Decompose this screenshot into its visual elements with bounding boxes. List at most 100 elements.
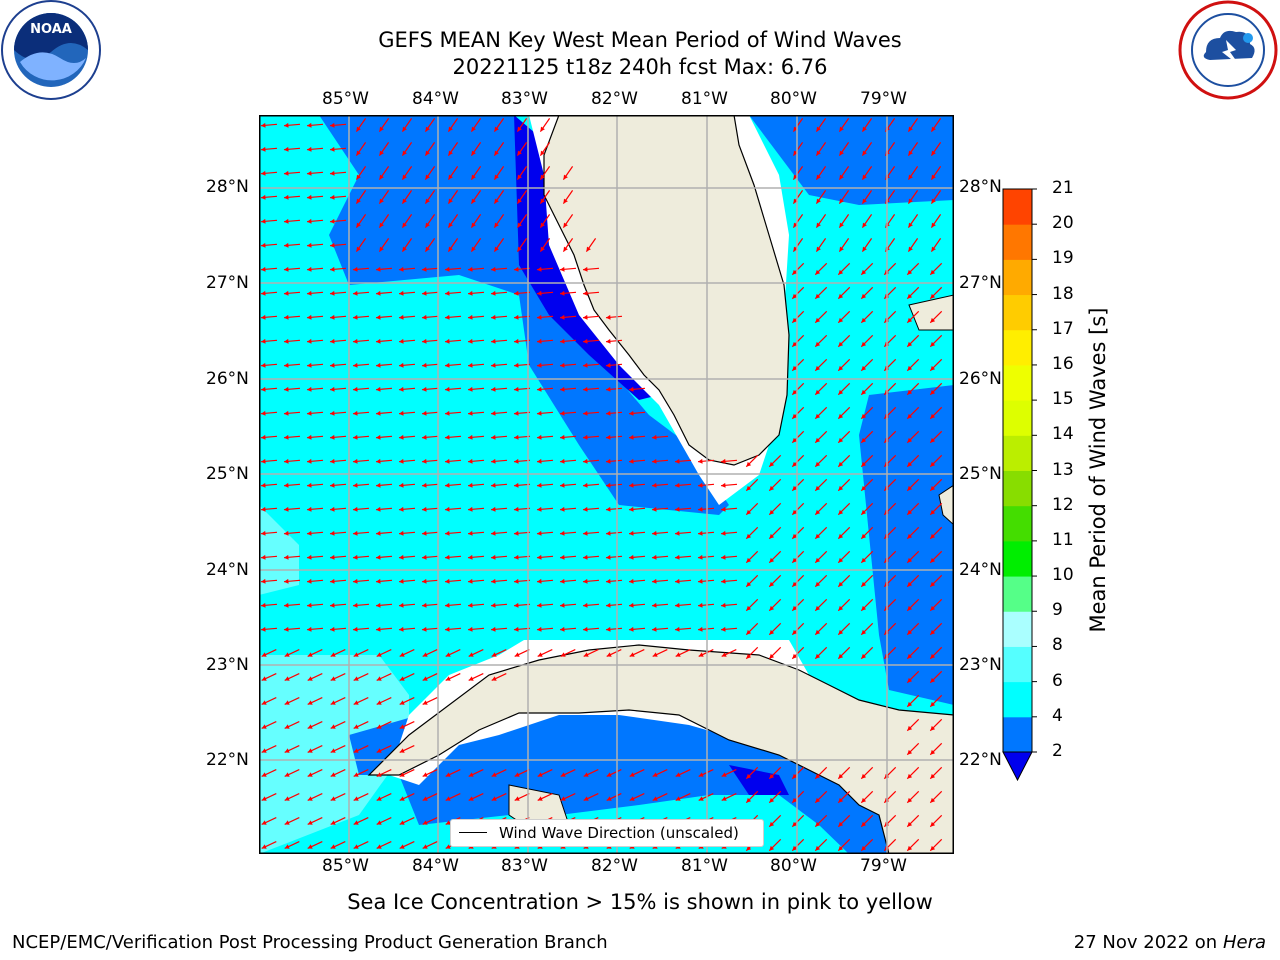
colorbar-tick-label: 19 [1052, 248, 1074, 269]
wind-arrow-head [563, 246, 568, 252]
wind-arrow-head [468, 578, 473, 584]
wind-arrow-head [537, 410, 542, 416]
wind-arrow-head [468, 506, 473, 512]
land-florida [543, 115, 790, 466]
wind-arrow-head [560, 578, 565, 584]
wind-arrow-head [698, 652, 704, 657]
wind-arrow-head [353, 290, 358, 296]
wind-arrow-head [862, 246, 867, 252]
wind-arrow-head [517, 246, 522, 252]
wind-arrow-head [815, 437, 821, 443]
colorbar-tick-label: 13 [1052, 459, 1074, 480]
wind-arrow-head [606, 554, 611, 560]
wind-arrow-head [540, 150, 545, 156]
wind-arrow-head [540, 198, 545, 204]
wind-arrow-head [422, 820, 428, 825]
wind-arrow-head [907, 269, 913, 275]
wind-arrow-head [330, 482, 335, 488]
wind-arrow-head [330, 676, 336, 681]
wind-arrow-head [606, 506, 611, 512]
wind-arrow-head [353, 314, 358, 320]
wind-arrow-head [353, 554, 358, 560]
colorbar-tick-label: 11 [1052, 529, 1074, 550]
wind-arrow-head [261, 314, 266, 320]
wind-arrow-head [815, 317, 821, 323]
wind-arrow-head [491, 458, 496, 464]
wind-arrow-head [261, 410, 266, 416]
wind-arrow-head [540, 174, 545, 180]
colorbar [1002, 188, 1037, 782]
wind-arrow-head [356, 150, 361, 156]
wind-arrow-head [861, 365, 867, 371]
wind-arrow-head [560, 602, 565, 608]
wind-arrow-head [793, 174, 798, 180]
wind-arrow-head [376, 652, 382, 657]
wind-arrow-head [261, 772, 267, 777]
wind-arrow-head [931, 126, 936, 132]
wind-arrow-head [792, 821, 798, 827]
wind-arrow-head [353, 338, 358, 344]
wind-arrow-head [445, 434, 450, 440]
wind-arrow-head [838, 317, 844, 323]
wind-arrow-head [583, 506, 588, 512]
wind-arrow-head [468, 530, 473, 536]
wind-arrow-head [698, 772, 704, 777]
colorbar-segment [1003, 716, 1032, 753]
wind-arrow-head [422, 482, 427, 488]
wind-arrow-head [261, 652, 267, 657]
wind-arrow-head [307, 796, 313, 801]
wind-arrow-head [425, 246, 430, 252]
wind-arrow-head [399, 530, 404, 536]
lon-label: 84°W [412, 89, 459, 109]
wind-arrow-head [261, 146, 266, 152]
wind-arrow-head [399, 700, 405, 705]
lat-label: 22°N [206, 750, 249, 770]
wind-arrow-head [540, 246, 545, 252]
wind-arrow-head [839, 246, 844, 252]
wind-arrow-head [514, 482, 519, 488]
wind-arrow-head [402, 198, 407, 204]
wind-arrow-head [746, 581, 752, 587]
wind-arrow-head [746, 797, 752, 803]
wind-arrow-head [560, 530, 565, 536]
wind-arrow-head [468, 434, 473, 440]
wind-arrow-head [514, 266, 519, 272]
wind-arrow-head [907, 677, 913, 683]
wind-arrow-head [307, 434, 312, 440]
wind-arrow-head [330, 458, 335, 464]
wind-arrow-head [261, 218, 266, 224]
wind-arrow-head [445, 554, 450, 560]
wind-arrow-head [261, 844, 267, 849]
wind-arrow-head [652, 530, 657, 536]
wind-arrow-head [629, 386, 634, 392]
wind-arrow-head [284, 772, 290, 777]
wind-arrow-head [330, 844, 336, 849]
wind-arrow-head [907, 629, 913, 635]
wind-arrow-head [284, 796, 290, 801]
wind-arrow-head [422, 844, 428, 849]
wind-arrow-head [422, 676, 428, 681]
lon-label: 79°W [860, 856, 907, 876]
wind-arrow-head [583, 314, 588, 320]
wind-arrow-head [563, 222, 568, 228]
wind-arrow-head [793, 198, 798, 204]
wind-arrow-head [422, 578, 427, 584]
wind-arrow-head [422, 796, 428, 801]
noaa-logo: NOAA [1, 0, 101, 100]
wind-arrow-head [838, 557, 844, 563]
wind-arrow-head [353, 652, 359, 657]
wind-arrow-head [815, 269, 821, 275]
wind-arrow-head [330, 820, 336, 825]
wind-arrow-head [422, 458, 427, 464]
wind-arrow-head [560, 796, 566, 801]
wind-arrow-head [445, 386, 450, 392]
colorbar-tick-label: 8 [1052, 635, 1063, 656]
wind-arrow-head [353, 434, 358, 440]
wind-arrow-head [514, 652, 520, 657]
wind-arrow-head [606, 362, 611, 368]
wind-arrow-head [769, 461, 775, 467]
wind-arrow-head [815, 629, 821, 635]
wind-arrow-head [376, 676, 382, 681]
wind-arrow-head [399, 626, 404, 632]
wind-arrow-head [261, 724, 267, 729]
